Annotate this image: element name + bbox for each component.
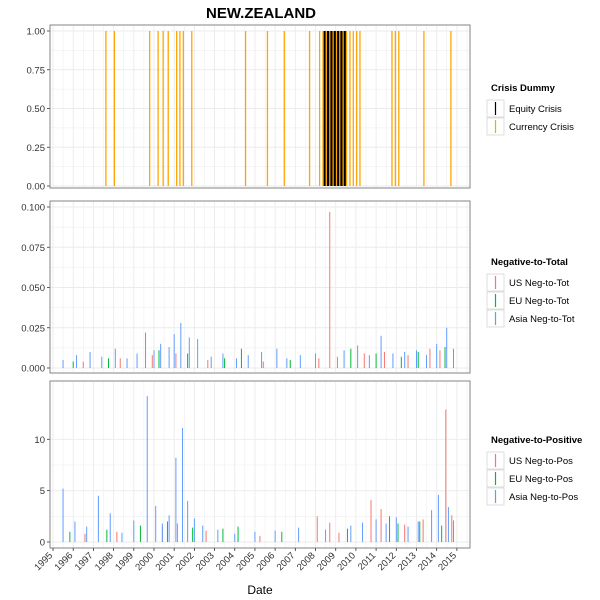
x-tick-label: 2000 [133, 550, 156, 573]
y-tick-label: 0.025 [21, 323, 45, 334]
panel-negative-to-total-background [49, 200, 471, 374]
y-tick-label: 0.100 [21, 203, 45, 214]
panel-crisis-dummy: 0.00 0.25 0.50 0.75 1.00 [27, 24, 471, 193]
legend-title: Negative-to-Total [491, 257, 568, 268]
panel-negative-to-positive-background [49, 380, 471, 549]
y-tick-label: 0.050 [21, 283, 45, 294]
y-tick-label: 5 [40, 486, 45, 497]
x-tick-label: 1995 [32, 550, 55, 573]
x-axis: 1995199619971998199920002001200220032004… [32, 548, 459, 573]
y-tick-label: 0.00 [27, 182, 46, 193]
x-tick-label: 2007 [275, 550, 298, 573]
x-tick-label: 2006 [255, 550, 278, 573]
x-tick-label: 2004 [214, 550, 237, 573]
x-tick-label: 2002 [174, 550, 197, 573]
legend-label: US Neg-to-Tot [509, 278, 570, 289]
x-tick-label: 2012 [376, 550, 399, 573]
x-tick-label: 1996 [53, 550, 76, 573]
y-tick-label: 0.075 [21, 243, 45, 254]
x-tick-label: 2003 [194, 550, 217, 573]
panel-negative-to-positive: 0 5 10 [34, 380, 471, 549]
x-tick-label: 1998 [93, 550, 116, 573]
y-tick-label: 0.50 [27, 104, 46, 115]
legend-label: EU Neg-to-Tot [509, 296, 570, 307]
chart-title: NEW.ZEALAND [206, 5, 316, 22]
x-tick-label: 2009 [315, 550, 338, 573]
panel-border [49, 380, 471, 549]
y-tick-label: 0 [40, 538, 45, 549]
panel-border [49, 200, 471, 374]
legend-label: EU Neg-to-Pos [509, 474, 573, 485]
panel-negative-to-total: 0.000 0.025 0.050 0.075 0.100 [21, 200, 471, 375]
x-axis-label: Date [247, 583, 273, 597]
x-tick-label: 2013 [396, 550, 419, 573]
legends: Crisis Dummy Equity Crisis Currency Crisis… [486, 83, 582, 506]
legend-title: Negative-to-Positive [491, 435, 582, 446]
panel-border [49, 24, 471, 189]
x-tick-label: 2001 [154, 550, 177, 573]
x-tick-label: 1999 [113, 550, 136, 573]
y-tick-label: 10 [34, 435, 45, 446]
legend-label: Asia Neg-to-Tot [509, 314, 575, 325]
y-tick-label: 1.00 [27, 27, 46, 38]
legend-label: Currency Crisis [509, 122, 574, 133]
x-tick-label: 2014 [416, 550, 439, 573]
x-tick-label: 2010 [335, 550, 358, 573]
y-tick-label: 0.000 [21, 364, 45, 375]
y-tick-label: 0.25 [27, 143, 46, 154]
legend-title: Crisis Dummy [491, 83, 556, 94]
x-tick-label: 1997 [73, 550, 96, 573]
x-tick-label: 2008 [295, 550, 318, 573]
legend-label: Asia Neg-to-Pos [509, 492, 578, 503]
y-tick-label: 0.75 [27, 65, 46, 76]
legend-label: US Neg-to-Pos [509, 456, 573, 467]
x-tick-label: 2005 [234, 550, 257, 573]
legend-label: Equity Crisis [509, 104, 562, 115]
x-tick-label: 2011 [356, 550, 378, 572]
x-tick-label: 2015 [436, 550, 459, 573]
panel-crisis-dummy-background [49, 24, 471, 189]
